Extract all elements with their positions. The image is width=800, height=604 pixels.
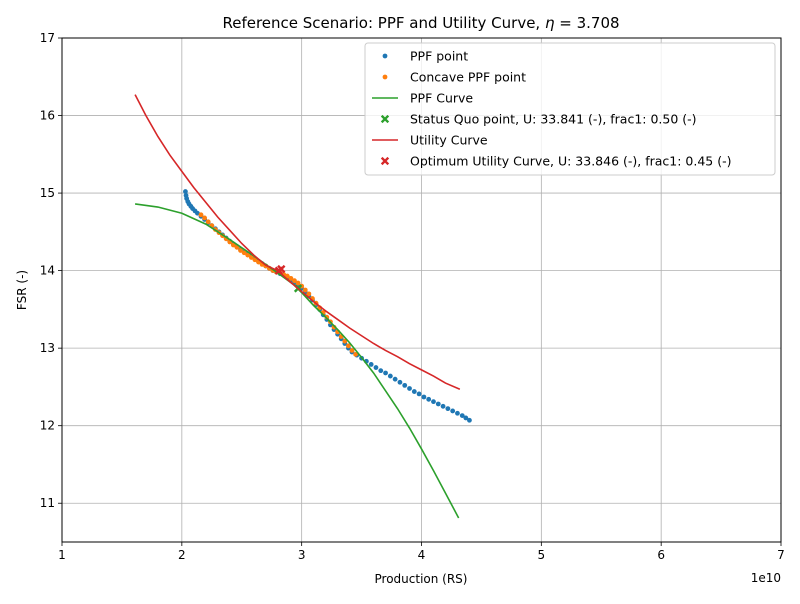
legend-dot-swatch [382, 74, 388, 80]
y-tick-label: 15 [40, 186, 55, 200]
data-point [241, 250, 247, 256]
x-axis-label: Production (RS) [375, 572, 468, 586]
legend-entry: Concave PPF point [382, 70, 526, 85]
x-tick-label: 2 [178, 548, 186, 562]
data-point [292, 278, 297, 284]
data-point [459, 413, 465, 419]
data-point [383, 370, 388, 376]
data-point [416, 391, 422, 397]
data-point [245, 252, 251, 258]
legend-entry: Status Quo point, U: 33.841 (-), frac1: … [380, 112, 697, 127]
data-point [455, 410, 460, 416]
data-point [402, 382, 408, 388]
legend-cross-swatch [380, 114, 390, 124]
legend-box [364, 42, 776, 176]
data-point [346, 343, 351, 349]
data-point [467, 417, 472, 423]
data-point [431, 399, 436, 405]
y-tick-label: 12 [40, 419, 55, 433]
data-point [324, 314, 330, 320]
data-point [392, 376, 398, 382]
legend-dot-swatch [382, 53, 388, 59]
legend-entry: PPF point [382, 49, 468, 64]
data-point [302, 287, 308, 293]
x-tick-label: 6 [657, 548, 665, 562]
x-tick-label: 4 [418, 548, 426, 562]
y-tick-label: 16 [40, 109, 55, 123]
data-point [183, 189, 188, 194]
data-point [342, 338, 348, 344]
legend-entry-label: Optimum Utility Curve, U: 33.846 (-), fr… [410, 154, 732, 169]
y-tick-label: 14 [40, 264, 55, 278]
series-cross-5 [274, 264, 286, 275]
x-tick-label: 3 [298, 548, 306, 562]
data-point [378, 368, 384, 374]
chart-title: Reference Scenario: PPF and Utility Curv… [222, 14, 619, 32]
chart-title-suffix: = 3.708 [554, 14, 619, 32]
data-point [450, 408, 456, 414]
x-tick-label: 1 [58, 548, 66, 562]
data-point [411, 389, 417, 394]
data-point-cross [277, 264, 286, 274]
data-point [349, 348, 355, 353]
data-point [463, 415, 469, 421]
data-point [238, 248, 243, 253]
data-point [387, 373, 393, 379]
data-point [295, 280, 301, 286]
series-line [134, 94, 461, 390]
legend-entry-label: Concave PPF point [410, 70, 526, 85]
data-point [397, 379, 403, 385]
plot-series [134, 94, 472, 519]
legend-entry-label: PPF point [410, 49, 468, 64]
legend: PPF point Concave PPF point PPF Curve Statu… [364, 42, 776, 176]
data-point [306, 291, 312, 297]
chart-title-symbol: η [545, 14, 555, 32]
x-axis-offset-label: 1e10 [751, 571, 781, 585]
legend-entry-label: Utility Curve [410, 133, 488, 148]
data-point [445, 406, 451, 412]
legend-entry-label: Status Quo point, U: 33.841 (-), frac1: … [410, 112, 697, 127]
legend-entry: Optimum Utility Curve, U: 33.846 (-), fr… [380, 154, 732, 169]
x-tick-label: 7 [777, 548, 785, 562]
data-point [198, 212, 204, 218]
legend-cross-swatch [380, 156, 390, 166]
legend-entry-label: PPF Curve [410, 91, 473, 106]
data-point [373, 365, 379, 370]
legend-entry: PPF Curve [372, 91, 473, 106]
y-tick-label: 11 [40, 496, 55, 510]
data-point [195, 210, 200, 216]
data-point [368, 362, 374, 367]
data-point [202, 215, 208, 221]
data-point [421, 394, 427, 400]
y-tick-label: 17 [40, 31, 55, 45]
data-point [248, 255, 254, 260]
series-line-2 [134, 203, 460, 519]
data-point [435, 401, 441, 407]
y-axis-label: FSR (-) [15, 270, 29, 310]
data-point [288, 275, 294, 281]
data-point [230, 242, 236, 248]
legend-entry: Utility Curve [372, 133, 488, 148]
data-point [407, 386, 412, 391]
series-line [134, 203, 460, 519]
data-point [426, 396, 432, 402]
data-point [440, 403, 446, 409]
data-point [205, 219, 211, 225]
y-tick-label: 13 [40, 341, 55, 355]
series-line-4 [134, 94, 461, 390]
data-point [353, 351, 358, 357]
chart-title-prefix: Reference Scenario: PPF and Utility Curv… [222, 14, 545, 32]
x-tick-label: 5 [538, 548, 546, 562]
